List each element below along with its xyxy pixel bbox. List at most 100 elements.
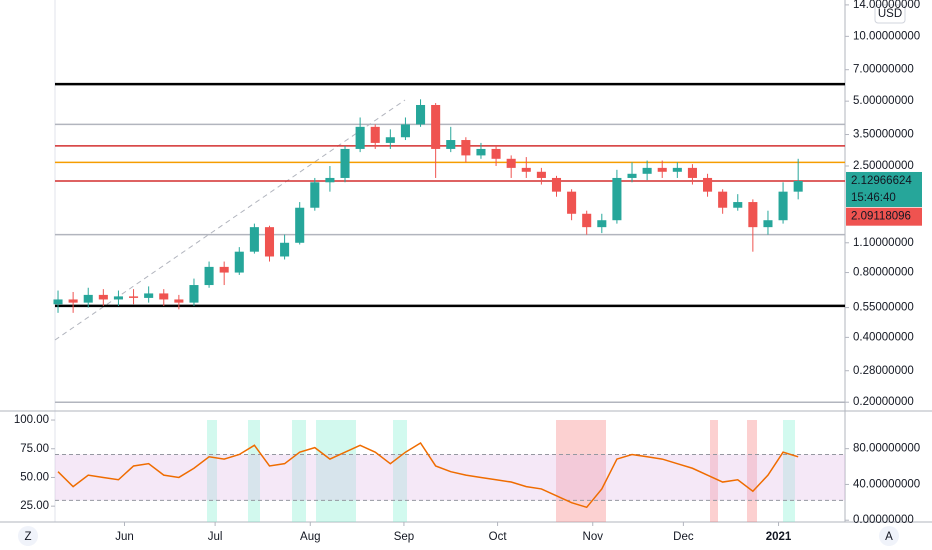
y-tick-label: 80.00000000: [853, 443, 920, 455]
candle-body: [521, 167, 531, 172]
auto-label[interactable]: A: [885, 531, 893, 543]
y2-tick-label: 50.00: [20, 471, 49, 483]
candle-body: [597, 220, 607, 228]
candle-body: [778, 191, 788, 221]
candle-body: [204, 266, 214, 286]
candle-body: [612, 177, 622, 221]
auto-button[interactable]: [879, 526, 899, 546]
x-tick-label: Jun: [115, 531, 134, 543]
x-tick-label: Aug: [300, 531, 320, 543]
candle-body: [234, 251, 244, 273]
candle-body: [129, 296, 139, 298]
candle-body: [536, 171, 546, 178]
candle-body: [657, 167, 667, 172]
candle-body: [718, 191, 728, 208]
candle-body: [83, 294, 93, 303]
candle-body: [340, 148, 350, 178]
y-tick-label: 0.40000000: [853, 331, 914, 343]
candle-body: [295, 207, 305, 243]
y-tick-label: 7.00000000: [853, 64, 914, 76]
y-tick-label: 3.50000000: [853, 129, 914, 141]
x-tick-label: Oct: [489, 531, 508, 543]
y2-tick-label: 75.00: [20, 443, 49, 455]
highlight: [316, 420, 356, 522]
candle-body: [567, 191, 577, 214]
candle-body: [189, 285, 199, 303]
y-tick-label: 10.00000000: [853, 30, 920, 42]
candle-body: [144, 293, 154, 298]
candle-body: [219, 266, 229, 273]
candle-body: [551, 177, 562, 192]
highlight: [207, 420, 217, 522]
candle-body: [506, 158, 516, 168]
candle-body: [476, 148, 486, 156]
x-tick-label: Nov: [583, 531, 604, 543]
prev-close-label: 2.09118096: [851, 211, 911, 223]
candle-body: [280, 242, 290, 257]
y-tick-label: 0.00000000: [853, 514, 914, 526]
highlight: [393, 420, 407, 522]
candle-body: [672, 167, 682, 172]
highlight: [248, 420, 260, 522]
currency-box[interactable]: [874, 4, 906, 24]
candle-body: [491, 148, 501, 159]
highlight: [292, 420, 306, 522]
candle-body: [687, 167, 697, 178]
highlight: [710, 420, 718, 522]
candle-body: [733, 202, 743, 208]
band-fill: [55, 454, 845, 501]
candle-body: [703, 177, 713, 192]
candle-body: [431, 104, 441, 149]
candle-body: [355, 126, 365, 149]
candle-body: [68, 299, 78, 303]
candle-body: [748, 202, 758, 228]
candle-body: [325, 177, 335, 183]
candle-body: [416, 104, 426, 125]
y2-tick-label: 25.00: [20, 500, 49, 512]
currency-label[interactable]: USD: [878, 8, 902, 20]
candle-body: [310, 182, 320, 208]
prev-close-label-box: [846, 207, 922, 226]
y-tick-label: 0.55000000: [853, 302, 914, 314]
candle-body: [385, 137, 395, 143]
candle-body: [98, 294, 108, 300]
y2-tick-label: 100.00: [14, 414, 49, 426]
candle-body: [113, 296, 123, 300]
x-tick-label: Dec: [673, 531, 694, 543]
highlight: [783, 420, 795, 522]
highlight: [747, 420, 757, 522]
candle-body: [400, 124, 410, 138]
countdown-label: 15:46:40: [851, 192, 896, 204]
y-tick-label: 2.50000000: [853, 160, 914, 172]
y-tick-label: 0.20000000: [853, 396, 914, 408]
candle-body: [763, 220, 773, 228]
y-tick-label: 14.00000000: [853, 0, 920, 11]
x-tick-label: 2021: [766, 531, 792, 543]
last-price-label-box: [846, 171, 922, 190]
candle-body: [249, 227, 259, 252]
candle-body: [159, 293, 169, 300]
y-tick-label: 0.28000000: [853, 365, 914, 377]
candle-body: [264, 227, 275, 257]
y-tick-label: 5.00000000: [853, 95, 914, 107]
x-tick-label: Sep: [394, 531, 414, 543]
candle-body: [174, 299, 184, 303]
candle-body: [642, 167, 652, 174]
candle-body: [446, 140, 456, 149]
zoom-label[interactable]: Z: [24, 531, 31, 543]
candle-body: [53, 299, 63, 305]
oscillator-line: [57, 441, 799, 509]
candle-body: [461, 140, 471, 156]
y-tick-label: 40.00000000: [853, 478, 920, 490]
y-tick-label: 0.80000000: [853, 267, 914, 279]
y-tick-label: 1.10000000: [853, 237, 914, 249]
trend-line: [54, 99, 406, 341]
candle-body: [793, 180, 803, 192]
last-price-label: 2.12966624: [851, 175, 912, 187]
zoom-button[interactable]: [18, 526, 38, 546]
countdown-label-box: [846, 188, 922, 207]
candle-body: [627, 173, 637, 178]
x-tick-label: Jul: [208, 531, 223, 543]
